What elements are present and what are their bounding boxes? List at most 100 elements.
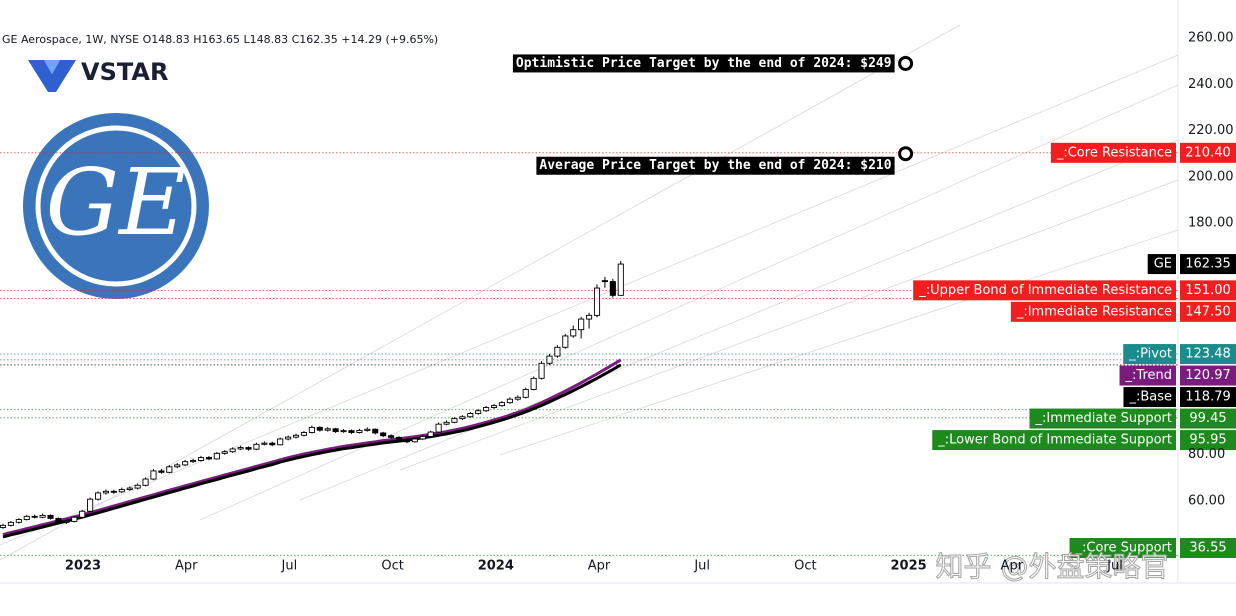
candle-body (118, 489, 125, 493)
candle-body (340, 430, 347, 433)
candle-body (229, 448, 236, 453)
candle-body (102, 490, 110, 494)
fan-line (399, 179, 1179, 471)
value-box (1180, 280, 1236, 301)
y-tick-label: 60.00 (1188, 494, 1225, 509)
candle-body (348, 430, 355, 433)
candle-body (31, 515, 38, 518)
name-text: _:Base (1128, 390, 1172, 405)
vstar-logo: VSTAR (28, 58, 168, 92)
name-box (1119, 365, 1176, 386)
candle-body (372, 428, 379, 434)
candle-body (261, 442, 268, 445)
candle-body (47, 514, 54, 519)
candle-body (514, 396, 521, 400)
target-text: Optimistic Price Target by the end of 20… (516, 56, 892, 71)
candle-body (601, 280, 608, 283)
candle-body (530, 377, 537, 390)
candle-body (23, 515, 30, 521)
name-text: _:Trend (1125, 368, 1172, 383)
candle-body (578, 318, 585, 331)
price-label: 99.45 _:Immediate Support (1029, 408, 1236, 429)
logo-text: GE (46, 149, 187, 256)
candle-body (15, 519, 22, 523)
value-text: 147.50 (1185, 304, 1231, 319)
name-text: _:Pivot (1128, 347, 1172, 362)
name-text: _:Upper Bond of Immediate Resistance (918, 283, 1172, 298)
candle-body (300, 432, 308, 436)
ge-logo: GE (23, 113, 209, 299)
y-tick-label: 200.00 (1188, 169, 1234, 184)
candle-body (63, 520, 70, 523)
value-text: 118.79 (1185, 390, 1231, 405)
candle-body (554, 346, 561, 357)
candle-body (253, 443, 260, 450)
x-tick-label: 2025 (891, 559, 927, 574)
candle-body (490, 405, 498, 408)
candle-body (245, 447, 252, 450)
name-box (1029, 408, 1176, 429)
candle-body (237, 447, 244, 450)
price-label: 147.50 _:Immediate Resistance (1010, 301, 1236, 322)
candle-body (427, 431, 434, 437)
x-tick-label: Jul (281, 559, 298, 574)
candle-body (475, 410, 482, 414)
candle-body (158, 470, 165, 473)
candle-body (435, 423, 442, 433)
candle-body (498, 402, 506, 407)
price-label: 95.95 _:Lower Bond of Immediate Support (932, 430, 1236, 451)
target-marker (898, 146, 914, 162)
candle-body (609, 281, 616, 296)
candle-body (364, 428, 371, 431)
name-box (932, 430, 1176, 451)
y-tick-label: 240.00 (1188, 77, 1234, 92)
watermark: 知乎 @外盘策略官 (936, 550, 1169, 583)
candle-body (451, 418, 458, 423)
candle-body (292, 434, 300, 438)
candle-body (380, 432, 387, 437)
name-text: _:Lower Bond of Immediate Support (937, 433, 1172, 448)
price-label: 120.97 _:Trend (1119, 365, 1236, 386)
plot-area: 210.40 _:Core Resistance 162.35 GE 151.00 _:U… (0, 54, 1236, 558)
candle-body (316, 426, 323, 431)
value-text: 162.35 (1185, 257, 1231, 272)
x-tick-label: 2024 (478, 559, 514, 574)
candle-body (538, 362, 545, 379)
candle-body (71, 516, 78, 522)
value-box (1180, 365, 1236, 386)
value-text: 210.40 (1185, 145, 1231, 160)
candle-body (79, 510, 86, 518)
candle-body (174, 464, 181, 468)
candle-body (411, 438, 418, 443)
candle-body (221, 451, 228, 454)
value-box (1180, 538, 1236, 558)
name-text: _:Immediate Support (1035, 411, 1173, 426)
name-box (1147, 254, 1176, 275)
value-text: 36.55 (1189, 541, 1226, 556)
candle-body (285, 436, 292, 440)
fan-line (199, 84, 1179, 521)
candle-body (94, 492, 102, 500)
x-tick-label: Apr (1001, 559, 1024, 574)
x-tick-label: Oct (381, 559, 403, 574)
moving-average-line (2, 363, 622, 539)
candle-body (586, 314, 593, 320)
price-label: 151.00 _:Upper Bond of Immediate Resistan… (913, 280, 1236, 301)
symbol-header: GE Aerospace, 1W, NYSE O148.83 H163.65 L… (2, 33, 438, 46)
candle-body (467, 413, 474, 418)
candle-body (7, 521, 14, 526)
target-box (536, 156, 895, 175)
value-text: 95.95 (1189, 433, 1226, 448)
target-text: Average Price Target by the end of 2024:… (539, 158, 891, 173)
name-box (1123, 344, 1176, 365)
candle-body (166, 466, 173, 473)
price-label: 36.55 _:Core Support (1069, 538, 1236, 558)
y-tick-label: 220.00 (1188, 123, 1234, 138)
price-label: 123.48 _:Pivot (1123, 344, 1236, 365)
logo-ring (35, 125, 197, 287)
candle-body (205, 457, 212, 460)
vstar-icon (28, 60, 76, 92)
fan-line (0, 54, 1179, 546)
name-box (913, 280, 1176, 301)
